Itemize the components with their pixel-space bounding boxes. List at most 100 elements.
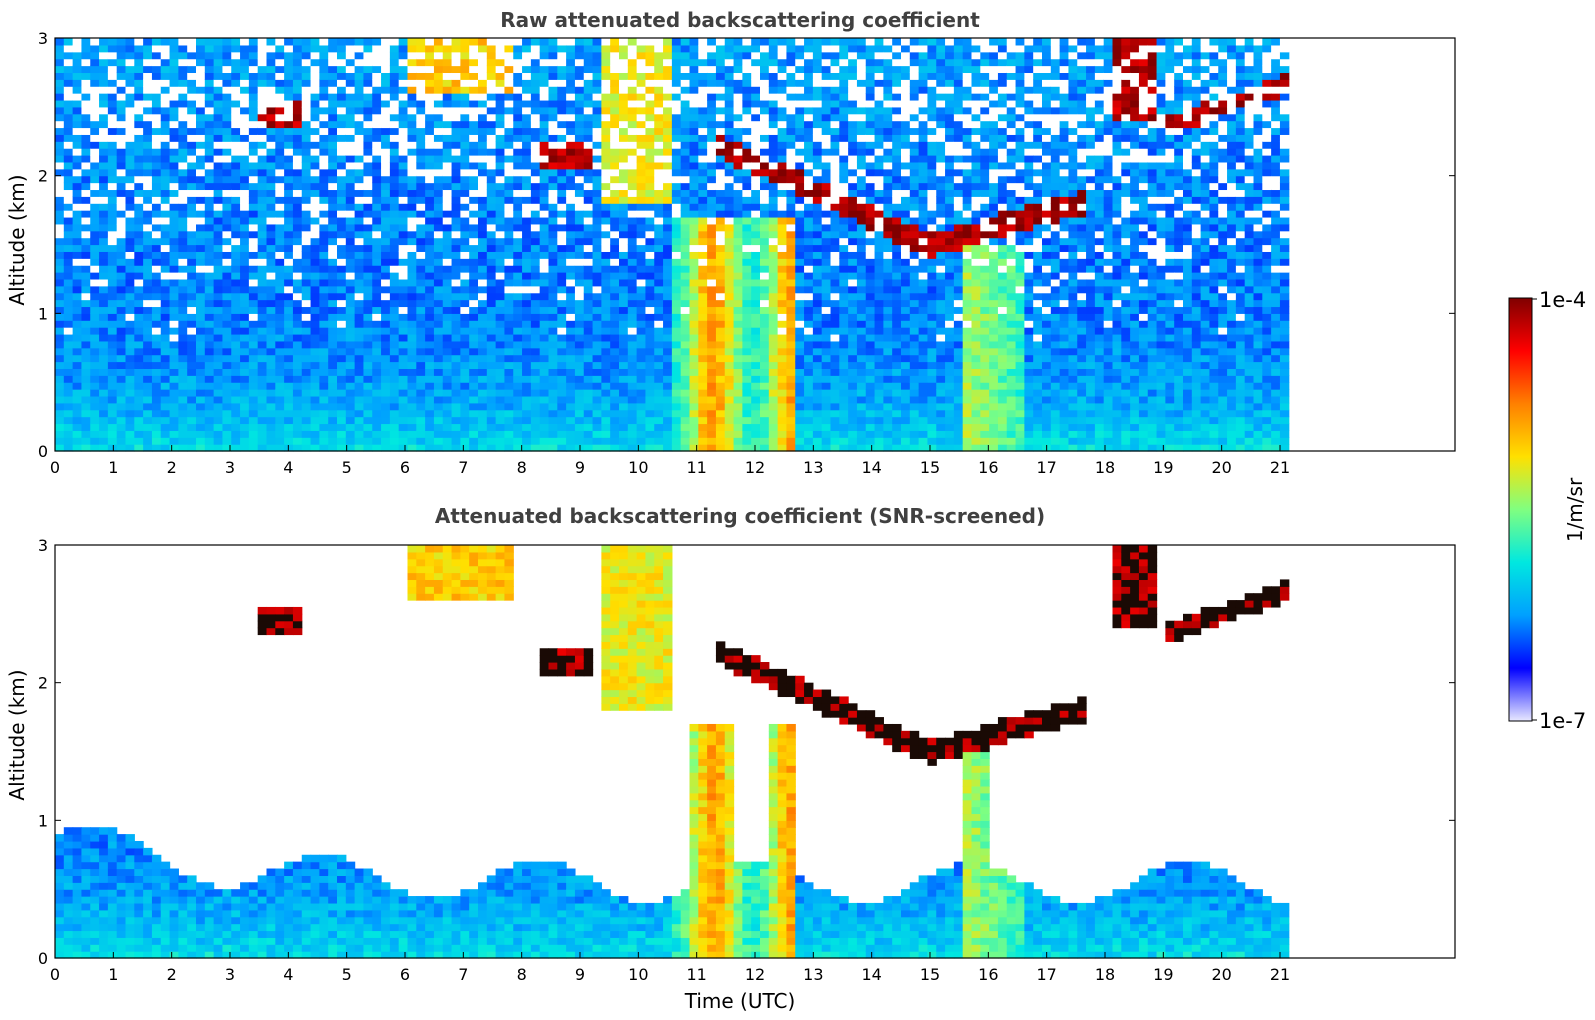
heatmap-cell <box>398 182 409 191</box>
heatmap-cell <box>345 251 356 259</box>
heatmap-cell <box>337 203 347 211</box>
heatmap-cell <box>63 79 74 87</box>
heatmap-cell <box>284 72 294 80</box>
heatmap-cell <box>592 86 602 94</box>
heatmap-cell <box>99 327 109 335</box>
heatmap-cell <box>319 182 329 191</box>
heatmap-cell <box>751 382 761 390</box>
heatmap-cell <box>742 340 752 349</box>
heatmap-cell <box>486 258 497 266</box>
heatmap-cell <box>768 368 779 376</box>
heatmap-cell <box>689 409 699 418</box>
heatmap-cell <box>619 272 629 280</box>
heatmap-cell <box>760 395 770 404</box>
heatmap-cell <box>768 437 779 445</box>
heatmap-cell <box>107 285 118 294</box>
heatmap-cell <box>354 141 365 149</box>
heatmap-cell <box>495 168 506 177</box>
heatmap-cell <box>566 120 576 129</box>
heatmap-cell <box>574 216 585 225</box>
heatmap-cell <box>777 292 788 301</box>
heatmap-cell <box>204 237 215 246</box>
heatmap-cell <box>698 437 708 445</box>
heatmap-cell <box>107 444 118 452</box>
heatmap-cell <box>81 423 91 431</box>
heatmap-cell <box>742 106 752 115</box>
heatmap-cell <box>442 354 453 363</box>
heatmap-cell <box>433 189 444 197</box>
heatmap-cell <box>671 409 682 418</box>
heatmap-cell <box>416 265 426 273</box>
heatmap-cell <box>257 210 268 218</box>
heatmap-cell <box>777 148 788 156</box>
heatmap-cell <box>442 86 453 94</box>
heatmap-cell <box>548 437 558 445</box>
heatmap-cell <box>187 299 197 308</box>
heatmap-cell <box>134 168 144 177</box>
heatmap-cell <box>134 161 144 170</box>
heatmap-cell <box>381 237 391 246</box>
heatmap-cell <box>760 375 770 383</box>
heatmap-cell <box>143 120 153 129</box>
heatmap-cell <box>63 361 74 369</box>
heatmap-cell <box>143 230 153 239</box>
heatmap-cell <box>777 79 788 87</box>
heatmap-cell <box>724 216 735 225</box>
heatmap-cell <box>592 320 602 328</box>
heatmap-cell <box>381 141 391 149</box>
heatmap-cell <box>248 340 259 349</box>
heatmap-cell <box>504 86 514 94</box>
heatmap-cell <box>636 216 647 225</box>
heatmap-cell <box>689 251 699 259</box>
heatmap-cell <box>768 354 779 363</box>
heatmap-cell <box>125 389 135 397</box>
heatmap-cell <box>583 51 594 60</box>
heatmap-cell <box>724 375 735 383</box>
heatmap-cell <box>187 223 197 232</box>
heatmap-cell <box>636 93 647 101</box>
heatmap-cell <box>486 182 497 191</box>
heatmap-cell <box>125 79 135 87</box>
heatmap-cell <box>486 306 497 314</box>
heatmap-cell <box>486 106 497 115</box>
heatmap-cell <box>548 127 558 135</box>
heatmap-cell <box>751 347 761 356</box>
heatmap-cell <box>345 292 356 301</box>
heatmap-cell <box>292 409 303 418</box>
heatmap-cell <box>81 430 91 438</box>
heatmap-cell <box>760 86 770 94</box>
heatmap-cell <box>777 189 788 197</box>
heatmap-cell <box>231 106 241 115</box>
heatmap-cell <box>671 272 682 280</box>
heatmap-cell <box>601 416 611 425</box>
heatmap-cell <box>398 155 409 163</box>
heatmap-cell <box>178 389 188 397</box>
heatmap-cell <box>442 189 453 197</box>
heatmap-cell <box>310 444 320 452</box>
heatmap-cell <box>442 437 453 445</box>
heatmap-cell <box>284 251 294 259</box>
heatmap-cell <box>733 230 743 239</box>
heatmap-cell <box>292 354 303 363</box>
heatmap-cell <box>742 113 752 122</box>
heatmap-cell <box>671 347 682 356</box>
heatmap-cell <box>275 368 285 376</box>
heatmap-cell <box>760 93 770 101</box>
heatmap-cell <box>407 79 417 87</box>
heatmap-cell <box>530 58 541 67</box>
heatmap-cell <box>99 38 109 46</box>
heatmap-cell <box>81 368 91 376</box>
heatmap-cell <box>222 258 232 266</box>
heatmap-cell <box>689 120 699 129</box>
heatmap-cell <box>319 168 329 177</box>
heatmap-cell <box>601 237 611 246</box>
heatmap-cell <box>292 141 303 149</box>
heatmap-cell <box>627 155 638 163</box>
heatmap-cell <box>196 93 206 101</box>
heatmap-cell <box>275 189 285 197</box>
heatmap-cell <box>751 389 761 397</box>
heatmap-cell <box>513 65 523 74</box>
heatmap-cell <box>574 368 585 376</box>
heatmap-cell <box>213 51 224 60</box>
heatmap-cell <box>310 79 320 87</box>
